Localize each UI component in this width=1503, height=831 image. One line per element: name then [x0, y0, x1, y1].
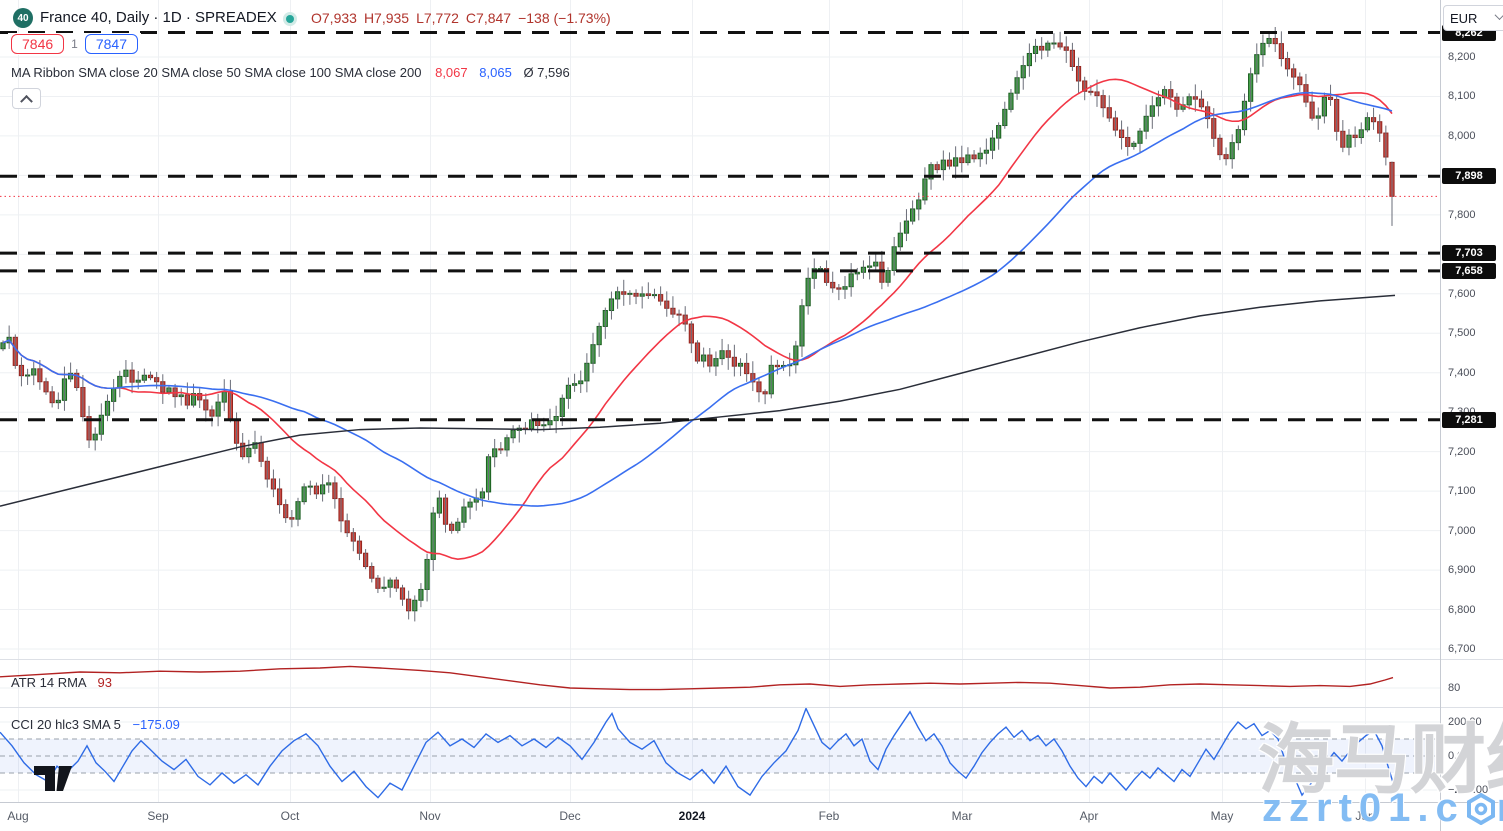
sma-average-value: Ø 7,596: [523, 65, 570, 80]
buy-price-button[interactable]: 7847: [84, 34, 138, 54]
price-level-tag: 7,281: [1442, 411, 1496, 428]
time-axis-label-sep[interactable]: Sep: [147, 809, 169, 823]
open-value: O7,933: [311, 10, 357, 26]
time-axis-label-nov[interactable]: Nov: [419, 809, 441, 823]
low-value: L7,772: [416, 10, 459, 26]
atr-legend[interactable]: ATR 14 RMA 93: [11, 675, 112, 690]
price-tick-label: 7,100: [1448, 485, 1476, 498]
change-value: −138 (−1.73%): [518, 10, 611, 26]
time-axis-label-oct[interactable]: Oct: [280, 809, 300, 823]
high-value: H7,935: [363, 10, 410, 26]
price-tick-label: 7,200: [1448, 445, 1476, 458]
collapse-legend-button[interactable]: [12, 88, 41, 109]
price-tick-label: 6,700: [1448, 643, 1476, 655]
ohlc-readout: O7,933 H7,935 L7,772 C7,847 −138 (−1.73%): [311, 10, 618, 26]
price-level-tag: 7,658: [1442, 262, 1496, 279]
time-axis-label-mar[interactable]: Mar: [951, 809, 973, 823]
price-tick-label: 8,200: [1448, 51, 1476, 63]
status-dot-core: [286, 15, 294, 23]
time-axis-label-feb[interactable]: Feb: [818, 809, 840, 823]
close-value: C7,847: [465, 10, 512, 26]
time-axis-label-apr[interactable]: Apr: [1079, 809, 1099, 823]
time-axis-label-dec[interactable]: Dec: [559, 809, 581, 823]
time-axis-label-aug[interactable]: Aug: [7, 809, 29, 823]
time-axis-label-may[interactable]: May: [1210, 809, 1234, 823]
price-tick-label: 7,600: [1448, 287, 1476, 300]
tradingview-logo[interactable]: [34, 765, 74, 792]
spread-value: 1: [71, 37, 78, 51]
time-axis-label-jun[interactable]: Jun: [1355, 809, 1375, 823]
cci-legend[interactable]: CCI 20 hlc3 SMA 5 −175.09: [11, 717, 180, 732]
sell-price-button[interactable]: 7846: [11, 34, 65, 54]
sma20-value: 8,067: [435, 65, 468, 80]
price-tick-label: 7,500: [1448, 327, 1476, 340]
cci-label: CCI 20 hlc3 SMA 5: [11, 717, 121, 732]
atr-value: 93: [97, 675, 112, 690]
ma-ribbon-name: MA Ribbon: [11, 65, 75, 80]
price-tick-label: 7,000: [1448, 524, 1476, 537]
price-tick-label: 8,100: [1448, 90, 1476, 103]
bid-ask-row: 7846 1 7847: [8, 33, 141, 55]
cci-tick-label: −200.00: [1448, 784, 1489, 796]
time-axis-label-2024[interactable]: 2024: [678, 809, 706, 823]
price-tick-label: 6,800: [1448, 603, 1476, 616]
symbol-logo-badge[interactable]: 40: [13, 8, 33, 28]
ma-ribbon-params: SMA close 20 SMA close 50 SMA close 100 …: [78, 65, 422, 80]
atr-label: ATR 14 RMA: [11, 675, 86, 690]
market-status-icon[interactable]: [283, 12, 297, 26]
cci-tick-label: 0.00: [1448, 750, 1470, 762]
cci-tick-label: 200.00: [1448, 716, 1482, 728]
currency-label: EUR: [1450, 10, 1478, 26]
symbol-title[interactable]: France 40, Daily · 1D · SPREADEX: [40, 9, 277, 26]
price-level-tag: 7,703: [1442, 245, 1496, 262]
chevron-up-icon: [20, 94, 33, 108]
price-tick-label: 7,400: [1448, 366, 1476, 379]
currency-selector[interactable]: EUR: [1443, 5, 1503, 31]
atr-tick-label: 80: [1448, 682, 1461, 694]
price-tick-label: 7,800: [1448, 208, 1476, 221]
cci-value: −175.09: [132, 717, 180, 732]
price-tick-label: 6,900: [1448, 564, 1476, 577]
chevron-down-icon: [1494, 10, 1503, 21]
ma-ribbon-legend[interactable]: MA Ribbon SMA close 20 SMA close 50 SMA …: [11, 65, 570, 80]
price-tick-label: 8,000: [1448, 129, 1476, 142]
price-level-tag: 7,898: [1442, 168, 1496, 185]
sma50-value: 8,065: [479, 65, 512, 80]
